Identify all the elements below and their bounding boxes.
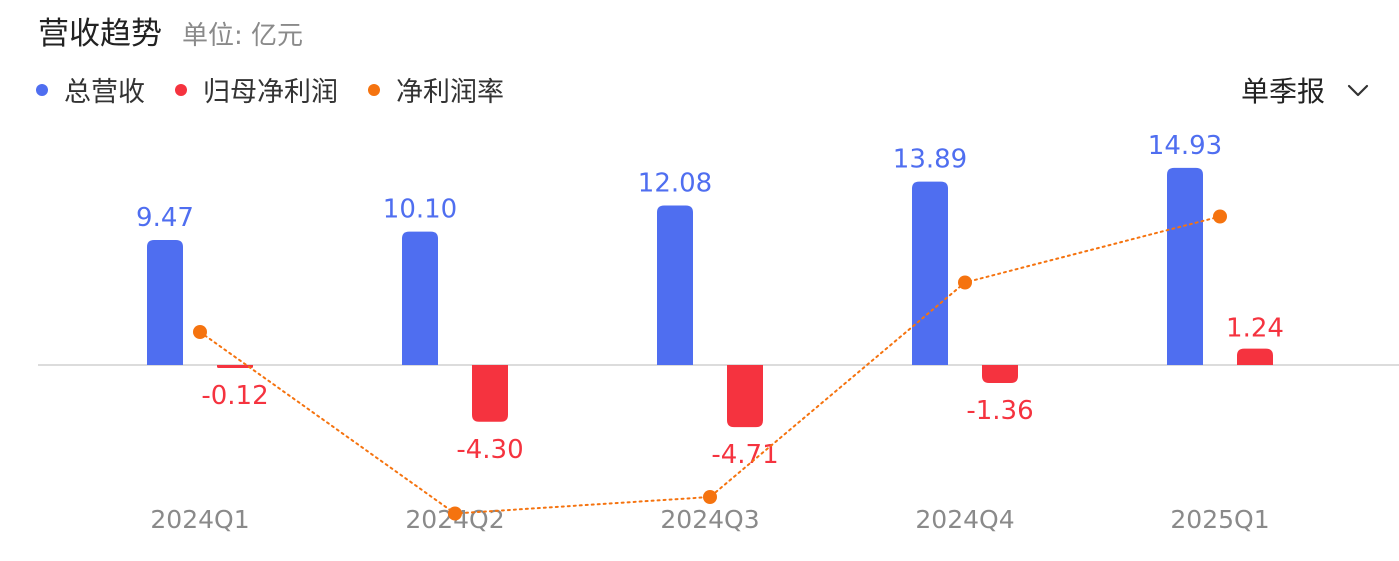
chart-title: 营收趋势 <box>38 16 162 52</box>
period-selector[interactable]: 单季报 <box>1241 70 1369 110</box>
chevron-down-icon <box>1347 84 1369 97</box>
revenue-bar <box>1167 167 1203 365</box>
net-margin-point <box>1213 209 1227 224</box>
x-tick-label: 2024Q4 <box>915 505 1014 534</box>
net-margin-point <box>448 506 462 521</box>
profit-bar <box>1237 348 1273 365</box>
revenue-value-label: 9.47 <box>136 203 194 233</box>
profit-value-label: -4.30 <box>456 435 523 465</box>
net-margin-line <box>199 215 1221 515</box>
legend-dot-icon <box>175 83 187 96</box>
net-margin-point <box>703 490 717 504</box>
profit-value-label: -1.36 <box>966 396 1033 426</box>
profit-value-label: -4.71 <box>711 440 778 470</box>
profit-bar <box>217 365 253 368</box>
legend-label: 净利润率 <box>396 77 504 108</box>
revenue-value-label: 14.93 <box>1148 131 1222 161</box>
unit-label: 单位: 亿元 <box>182 21 304 51</box>
profit-bar <box>982 365 1018 383</box>
legend-dot-icon <box>368 83 380 96</box>
revenue-value-label: 13.89 <box>893 145 967 175</box>
legend-item-revenue[interactable]: 总营收 <box>36 70 145 109</box>
revenue-bar <box>147 239 183 365</box>
revenue-value-label: 12.08 <box>638 169 712 199</box>
x-tick-label: 2024Q1 <box>150 505 249 534</box>
legend-item-net-margin[interactable]: 净利润率 <box>368 70 504 109</box>
profit-value-label: -0.12 <box>201 381 268 411</box>
legend-item-net-profit[interactable]: 归母净利润 <box>175 70 338 109</box>
revenue-value-label: 10.10 <box>383 195 457 225</box>
legend-label: 归母净利润 <box>203 77 338 108</box>
legend-dot-icon <box>36 83 48 96</box>
revenue-bar <box>657 205 693 365</box>
chart-header: 营收趋势 单位: 亿元 <box>38 8 303 53</box>
legend-label: 总营收 <box>64 77 145 108</box>
period-label: 单季报 <box>1240 75 1325 108</box>
revenue-bar <box>912 181 948 365</box>
x-tick-label: 2024Q3 <box>660 505 759 534</box>
profit-bar <box>727 365 763 428</box>
x-tick-label: 2025Q1 <box>1170 505 1269 534</box>
revenue-bar <box>402 231 438 365</box>
net-margin-point <box>958 275 972 290</box>
legend: 总营收 归母净利润 净利润率 <box>36 70 534 109</box>
profit-bar <box>472 365 508 422</box>
net-margin-point <box>193 325 207 339</box>
profit-value-label: 1.24 <box>1226 314 1284 344</box>
